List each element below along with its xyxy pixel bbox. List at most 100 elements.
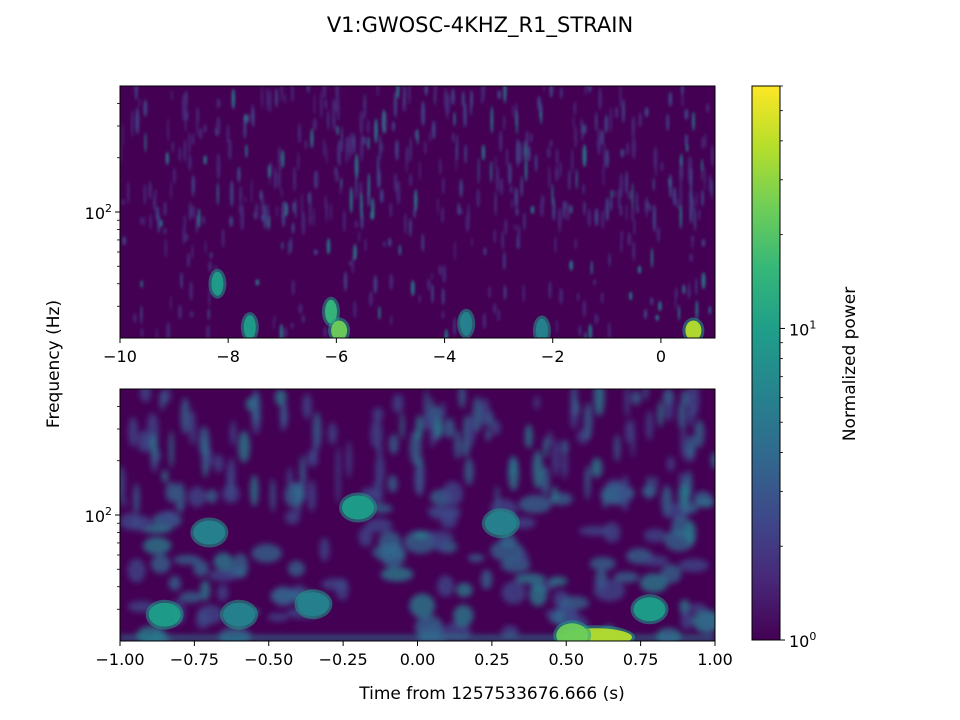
texture-streak [178, 304, 182, 320]
texture-blob [688, 389, 700, 418]
texture-streak [292, 166, 297, 192]
texture-streak [552, 197, 556, 221]
texture-blob [270, 587, 301, 604]
hotspot [148, 602, 181, 627]
texture-streak [595, 111, 598, 132]
texture-streak [482, 312, 487, 330]
texture-streak [378, 306, 381, 320]
texture-streak [277, 145, 281, 168]
texture-streak [323, 326, 327, 338]
texture-streak [284, 93, 286, 104]
texture-streak [644, 107, 649, 118]
texture-streak [143, 215, 145, 227]
texture-streak [540, 110, 542, 125]
y-tick-label: 102 [85, 505, 112, 526]
texture-streak [668, 91, 673, 107]
texture-streak [442, 177, 445, 195]
texture-blob [133, 483, 140, 515]
texture-blob [547, 430, 553, 447]
texture-streak [571, 148, 574, 175]
texture-streak [418, 294, 421, 304]
texture-streak [373, 275, 378, 294]
texture-blob [440, 514, 458, 529]
texture-blob [358, 526, 373, 547]
texture-blob [226, 462, 232, 502]
texture-streak [366, 119, 370, 134]
texture-blob [553, 608, 565, 626]
texture-streak [362, 136, 366, 146]
texture-streak [609, 106, 612, 133]
texture-streak [631, 182, 634, 211]
texture-blob [501, 581, 526, 605]
y-tick-label: 102 [85, 202, 112, 223]
texture-streak [230, 180, 234, 207]
texture-streak [588, 86, 592, 93]
texture-blob [130, 515, 152, 532]
texture-blob [543, 436, 549, 458]
bottom-spectrogram-panel: −1.00 −0.75 −0.50 −0.25 0.00 0.25 0.50 0.75 1.00… [85, 388, 733, 669]
texture-streak [395, 139, 399, 161]
texture-streak [701, 136, 705, 150]
texture-streak [644, 198, 649, 215]
texture-streak [291, 222, 295, 234]
texture-blob [370, 419, 383, 449]
texture-streak [121, 122, 124, 148]
texture-streak [290, 236, 293, 254]
texture-streak [627, 232, 632, 246]
texture-blob [380, 567, 414, 582]
texture-blob [524, 424, 533, 449]
texture-blob [159, 390, 165, 411]
texture-streak [369, 291, 373, 307]
texture-blob [464, 458, 474, 486]
texture-streak [380, 142, 384, 152]
texture-blob [306, 450, 318, 467]
colorbar-scale [751, 85, 781, 641]
texture-blob [400, 412, 405, 440]
texture-blob [548, 576, 568, 586]
texture-streak [505, 148, 509, 167]
hotspot [243, 315, 256, 338]
texture-blob [603, 522, 621, 543]
texture-blob [533, 396, 540, 410]
texture-streak [216, 98, 221, 109]
texture-streak [619, 204, 623, 217]
texture-blob [485, 427, 492, 442]
texture-streak [704, 132, 707, 148]
texture-blob [711, 452, 715, 469]
texture-blob [151, 452, 158, 473]
texture-streak [268, 88, 272, 113]
texture-streak [674, 290, 677, 310]
texture-blob [467, 554, 485, 562]
texture-streak [575, 169, 578, 190]
texture-streak [437, 196, 439, 216]
texture-streak [514, 187, 519, 209]
hotspot [484, 511, 517, 536]
texture-streak [503, 86, 507, 104]
texture-streak [310, 128, 314, 149]
texture-streak [275, 205, 278, 217]
texture-streak [549, 86, 553, 98]
y-tick-exponent: 2 [105, 202, 112, 215]
texture-streak [439, 158, 442, 176]
texture-streak [140, 216, 144, 226]
texture-streak [120, 144, 122, 164]
texture-blob [620, 475, 630, 512]
texture-streak [698, 208, 701, 221]
texture-blob [657, 401, 664, 427]
texture-streak [188, 154, 192, 171]
x-tick-label: −2 [541, 347, 565, 366]
bottom-panel-texture [120, 389, 715, 641]
x-tick-label: 0.25 [474, 650, 510, 669]
texture-blob [593, 389, 605, 417]
texture-streak [173, 167, 176, 185]
texture-streak [396, 180, 401, 205]
texture-streak [459, 179, 463, 198]
texture-streak [601, 209, 605, 230]
texture-streak [351, 255, 354, 275]
texture-streak [679, 179, 683, 207]
texture-streak [691, 240, 694, 249]
texture-streak [170, 295, 172, 311]
texture-streak [251, 178, 253, 204]
texture-blob [666, 456, 675, 472]
texture-streak [167, 117, 170, 143]
